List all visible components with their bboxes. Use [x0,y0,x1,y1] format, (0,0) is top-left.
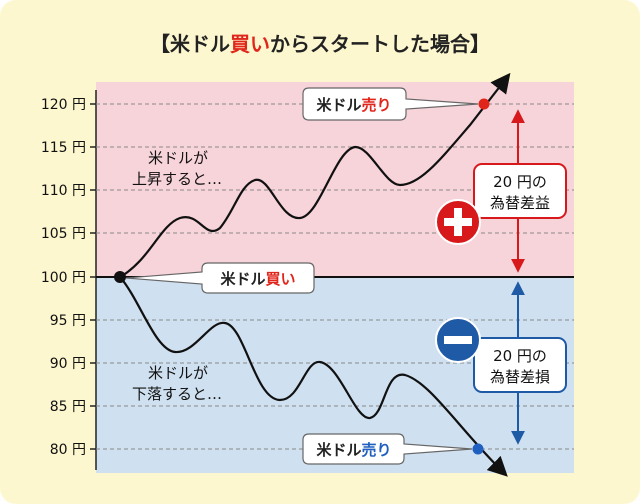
minus-icon [435,317,481,363]
rising-price-path [119,72,511,278]
y-ticks [90,103,96,450]
rise-caption-line2: 上昇すると… [132,170,222,188]
y-tick-label: 85 円 [50,399,86,415]
gain-box: 20 円の 為替差益 [473,163,567,219]
y-tick-label: 105 円 [41,226,86,242]
falling-price-path [119,276,508,477]
y-tick-label: 90 円 [50,356,86,372]
svg-text:20 円の: 20 円の [493,173,547,191]
buy-callout: 米ドル買い [125,262,315,294]
sell-callout-top: 米ドル売り [302,87,479,121]
sell-point-80 [472,443,484,455]
y-tick-label: 120 円 [41,97,86,113]
y-tick-label: 95 円 [50,313,86,329]
sell-callout-bottom: 米ドル売り [302,433,473,465]
diagram-title: 【米ドル買いからスタートした場合】 [150,32,490,56]
plus-icon [435,199,481,245]
sell-point-120 [478,98,490,110]
fall-caption-line2: 下落すると… [132,385,222,403]
loss-box: 20 円の 為替差損 [473,337,567,393]
y-tick-label: 80 円 [50,442,86,458]
rise-caption-line1: 米ドルが [148,149,208,167]
svg-text:米ドル売り: 米ドル売り [316,441,391,459]
svg-text:為替差益: 為替差益 [490,194,550,212]
svg-text:米ドル売り: 米ドル売り [316,96,391,114]
y-tick-label: 100 円 [41,270,86,286]
y-tick-label: 110 円 [41,183,86,199]
svg-text:20 円の: 20 円の [493,347,547,365]
fall-caption-line1: 米ドルが [148,364,208,382]
svg-text:為替差損: 為替差損 [490,368,550,386]
start-point [114,271,126,283]
svg-text:米ドル買い: 米ドル買い [220,270,295,288]
y-tick-label: 115 円 [41,140,86,156]
